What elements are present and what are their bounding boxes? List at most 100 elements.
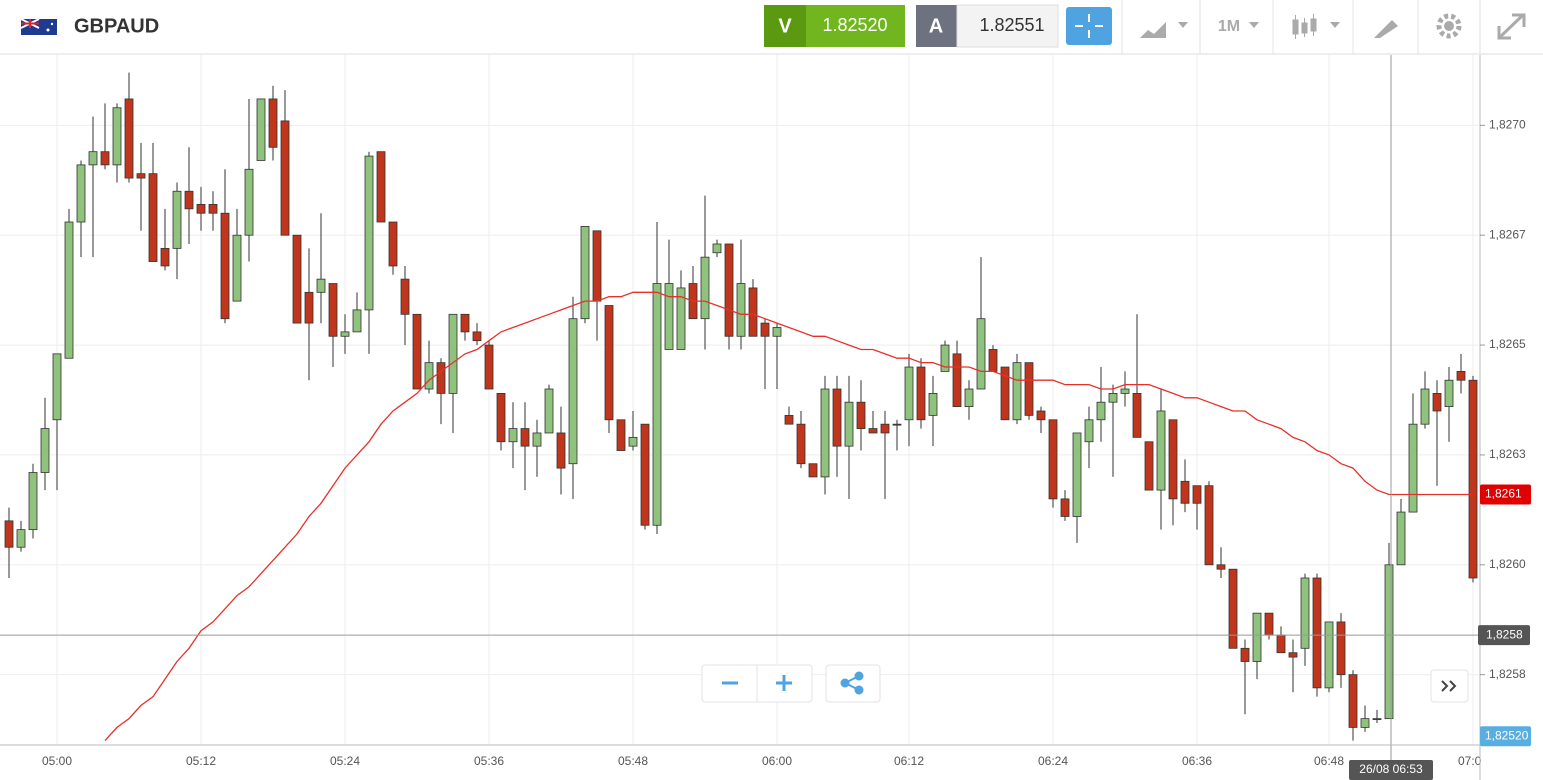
candle-body — [472, 331, 482, 342]
price-marker — [1480, 484, 1531, 505]
candle-body — [64, 221, 74, 359]
candle-body — [28, 472, 38, 531]
bid-button[interactable] — [764, 5, 806, 47]
candle-body — [700, 256, 710, 320]
candle-body — [448, 313, 458, 394]
candle-body — [304, 291, 314, 324]
candle-body — [220, 212, 230, 320]
candle-body — [16, 529, 26, 548]
candle-body — [904, 366, 914, 421]
candle-body — [136, 173, 146, 179]
candle-body — [1204, 485, 1214, 566]
candle-body — [388, 221, 398, 267]
candle-body — [1240, 647, 1250, 662]
candle-body — [316, 278, 326, 293]
bid-price-box[interactable] — [806, 5, 905, 47]
candle-body — [256, 98, 266, 161]
candle-body — [652, 283, 662, 526]
candle-body — [1120, 388, 1130, 394]
x-tick-label: 05:36 — [474, 754, 504, 768]
candle-body — [1372, 718, 1382, 721]
ask-price: 1.82551 — [979, 15, 1044, 35]
candle-body — [400, 278, 410, 315]
candle-body — [88, 151, 98, 166]
candle-body — [112, 107, 122, 166]
candle-body — [1456, 371, 1466, 381]
crosshair-time: 26/08 06:53 — [1359, 762, 1423, 776]
candle-body — [172, 190, 182, 249]
candle-body — [76, 164, 86, 223]
candle-body — [1192, 485, 1202, 504]
candle-body — [532, 432, 542, 447]
candle-body — [4, 520, 14, 548]
candle-body — [964, 388, 974, 407]
candle-body — [208, 204, 218, 214]
candle-body — [1396, 511, 1406, 566]
toolbar: GBPAUD V 1.82520 A 1.82551 1M — [0, 0, 1543, 55]
fullscreen-icon[interactable] — [1497, 13, 1526, 40]
crosshair-price-box — [1478, 625, 1530, 646]
candle-body — [1216, 564, 1226, 570]
candle-body — [1312, 577, 1322, 689]
candle-body — [1024, 362, 1034, 416]
candle-body — [508, 428, 518, 443]
price-marker-label: 1,8261 — [1485, 487, 1522, 501]
x-tick-label: 06:12 — [894, 754, 924, 768]
x-tick-label: 05:12 — [186, 754, 216, 768]
crosshair-icon — [1075, 14, 1103, 38]
y-tick-label: 1,8258 — [1489, 667, 1526, 681]
candle-body — [1108, 393, 1118, 403]
candle-body — [1000, 366, 1010, 421]
ask-price-box[interactable] — [956, 4, 1059, 48]
moving-average — [104, 291, 1473, 742]
plot-area — [0, 55, 1480, 760]
candle-body — [280, 120, 290, 236]
crosshair-button[interactable] — [1066, 7, 1112, 45]
timeframe-caret — [1249, 22, 1259, 28]
share-button[interactable] — [825, 664, 881, 703]
axis-panel — [1481, 55, 1543, 780]
draw-icon[interactable] — [1374, 20, 1398, 38]
candle-body — [1324, 621, 1334, 689]
x-tick-label: 05:24 — [330, 754, 360, 768]
candle-body — [796, 423, 806, 465]
timeframe[interactable]: 1M — [1218, 18, 1240, 35]
candle-body — [352, 309, 362, 333]
candle-body — [544, 388, 554, 434]
x-tick-label: 05:48 — [618, 754, 648, 768]
candle-icon[interactable] — [1292, 14, 1340, 39]
ask-button[interactable] — [916, 5, 957, 47]
chart-type-icon[interactable] — [1140, 22, 1188, 38]
candle-body — [748, 287, 758, 337]
candle-body — [520, 428, 530, 447]
candle-body — [640, 423, 650, 526]
symbol: GBPAUD — [74, 15, 159, 37]
scroll-right[interactable] — [1430, 669, 1469, 703]
candle-body — [52, 353, 62, 421]
zoom-controls — [701, 664, 1469, 703]
zoom-in[interactable] — [776, 675, 792, 691]
y-tick-label: 1,8263 — [1489, 447, 1526, 461]
settings-icon[interactable] — [1436, 13, 1462, 39]
bid-price: 1.82520 — [822, 15, 887, 35]
candle-body — [424, 362, 434, 390]
candle-body — [616, 419, 626, 451]
crosshair-time-box — [1349, 760, 1433, 780]
candle-body — [712, 243, 722, 254]
price-marker-label: 1,82520 — [1485, 728, 1529, 742]
candle-body — [880, 423, 890, 434]
candle-body — [1048, 419, 1058, 500]
candle-body — [340, 331, 350, 337]
bid-label: V — [778, 15, 792, 37]
candle-body — [604, 305, 614, 421]
candle-body — [1252, 612, 1262, 662]
candle-body — [1036, 410, 1046, 421]
candle-body — [676, 287, 686, 350]
candle-body — [412, 313, 422, 390]
price-marker — [1480, 726, 1531, 747]
candle-body — [1060, 498, 1070, 517]
candle-body — [1084, 419, 1094, 443]
candle-body — [1420, 388, 1430, 425]
candle-body — [832, 388, 842, 447]
